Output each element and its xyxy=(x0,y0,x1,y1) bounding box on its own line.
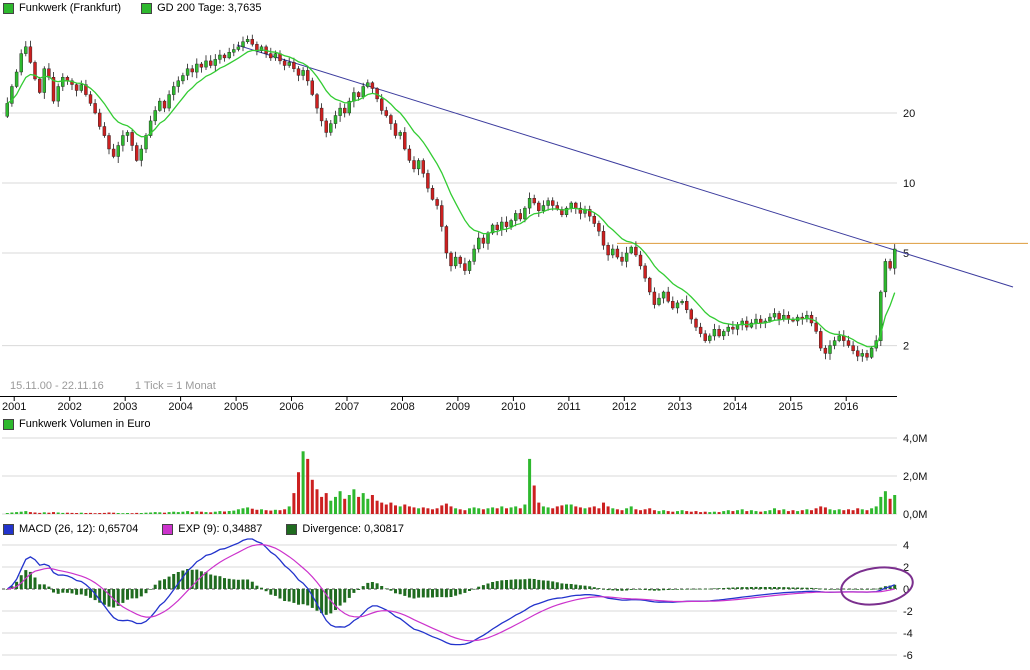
svg-text:2006: 2006 xyxy=(279,401,303,413)
svg-text:-2: -2 xyxy=(903,606,913,618)
divergence-label: Divergence: 0,30817 xyxy=(302,523,404,535)
svg-text:2009: 2009 xyxy=(446,401,470,413)
series-swatch-icon xyxy=(3,2,14,14)
main-chart-legend: Funkwerk (Frankfurt) GD 200 Tage: 3,7635 xyxy=(3,2,261,14)
legend-item-series: Funkwerk (Frankfurt) xyxy=(3,2,121,14)
x-axis: 2001 2002 2003 2004 2005 2006 2007 2008 2009 2010… xyxy=(0,396,897,413)
series-title: Funkwerk (Frankfurt) xyxy=(19,2,122,14)
svg-text:2008: 2008 xyxy=(390,401,414,413)
legend-item-volume: Funkwerk Volumen in Euro xyxy=(3,418,150,430)
exp-swatch-icon xyxy=(162,523,174,535)
svg-text:0: 0 xyxy=(903,584,909,596)
svg-text:20: 20 xyxy=(903,108,915,120)
volume-swatch-icon xyxy=(3,418,14,430)
crossover-highlight-ellipse xyxy=(840,566,914,606)
svg-text:2016: 2016 xyxy=(834,401,858,413)
range-note: 15.11.00 - 22.11.16 1 Tick = 1 Monat xyxy=(10,380,216,392)
gd200-swatch-icon xyxy=(141,2,153,14)
svg-text:2003: 2003 xyxy=(113,401,137,413)
divergence-histogram xyxy=(5,569,897,615)
svg-text:2005: 2005 xyxy=(224,401,248,413)
volume-grid: 4,0M 2,0M 0,0M xyxy=(2,433,927,521)
svg-text:2: 2 xyxy=(903,562,909,574)
svg-text:-4: -4 xyxy=(903,628,913,640)
macd-label: MACD (26, 12): 0,65704 xyxy=(19,523,139,535)
svg-text:2002: 2002 xyxy=(57,401,81,413)
macd-legend: MACD (26, 12): 0,65704 EXP (9): 0,34887 … xyxy=(3,523,404,535)
exp-signal-line xyxy=(7,543,895,642)
legend-item-exp: EXP (9): 0,34887 xyxy=(162,523,262,535)
svg-text:2010: 2010 xyxy=(501,401,525,413)
downtrend-line xyxy=(236,44,1014,288)
macd-line xyxy=(6,538,895,646)
svg-text:2014: 2014 xyxy=(723,401,747,413)
svg-text:10: 10 xyxy=(903,178,915,190)
legend-item-macd: MACD (26, 12): 0,65704 xyxy=(3,523,138,535)
svg-text:4: 4 xyxy=(903,540,909,552)
date-range-label: 15.11.00 - 22.11.16 xyxy=(10,380,104,392)
macd-swatch-icon xyxy=(3,523,14,535)
svg-text:-6: -6 xyxy=(903,650,913,662)
divergence-swatch-icon xyxy=(286,523,298,535)
svg-text:2011: 2011 xyxy=(557,401,581,413)
volume-series xyxy=(5,451,897,515)
svg-text:2: 2 xyxy=(903,341,909,353)
svg-text:2012: 2012 xyxy=(612,401,636,413)
svg-text:0,0M: 0,0M xyxy=(903,509,927,521)
volume-legend: Funkwerk Volumen in Euro xyxy=(3,418,150,430)
exp-label: EXP (9): 0,34887 xyxy=(178,523,263,535)
macd-grid: 4 2 0 -2 -4 -6 xyxy=(2,540,913,662)
legend-item-gd200: GD 200 Tage: 3,7635 xyxy=(141,2,261,14)
gd200-label: GD 200 Tage: 3,7635 xyxy=(157,2,262,14)
svg-text:2,0M: 2,0M xyxy=(903,471,927,483)
svg-text:2007: 2007 xyxy=(335,401,359,413)
candlestick-series xyxy=(5,34,897,362)
gd200-line xyxy=(6,49,896,348)
volume-label: Funkwerk Volumen in Euro xyxy=(19,418,151,430)
svg-text:2001: 2001 xyxy=(2,401,26,413)
svg-text:2004: 2004 xyxy=(168,401,192,413)
tick-size-label: 1 Tick = 1 Monat xyxy=(134,380,216,392)
svg-text:2015: 2015 xyxy=(778,401,802,413)
legend-item-divergence: Divergence: 0,30817 xyxy=(286,523,404,535)
svg-text:4,0M: 4,0M xyxy=(903,433,927,445)
svg-text:2013: 2013 xyxy=(668,401,692,413)
